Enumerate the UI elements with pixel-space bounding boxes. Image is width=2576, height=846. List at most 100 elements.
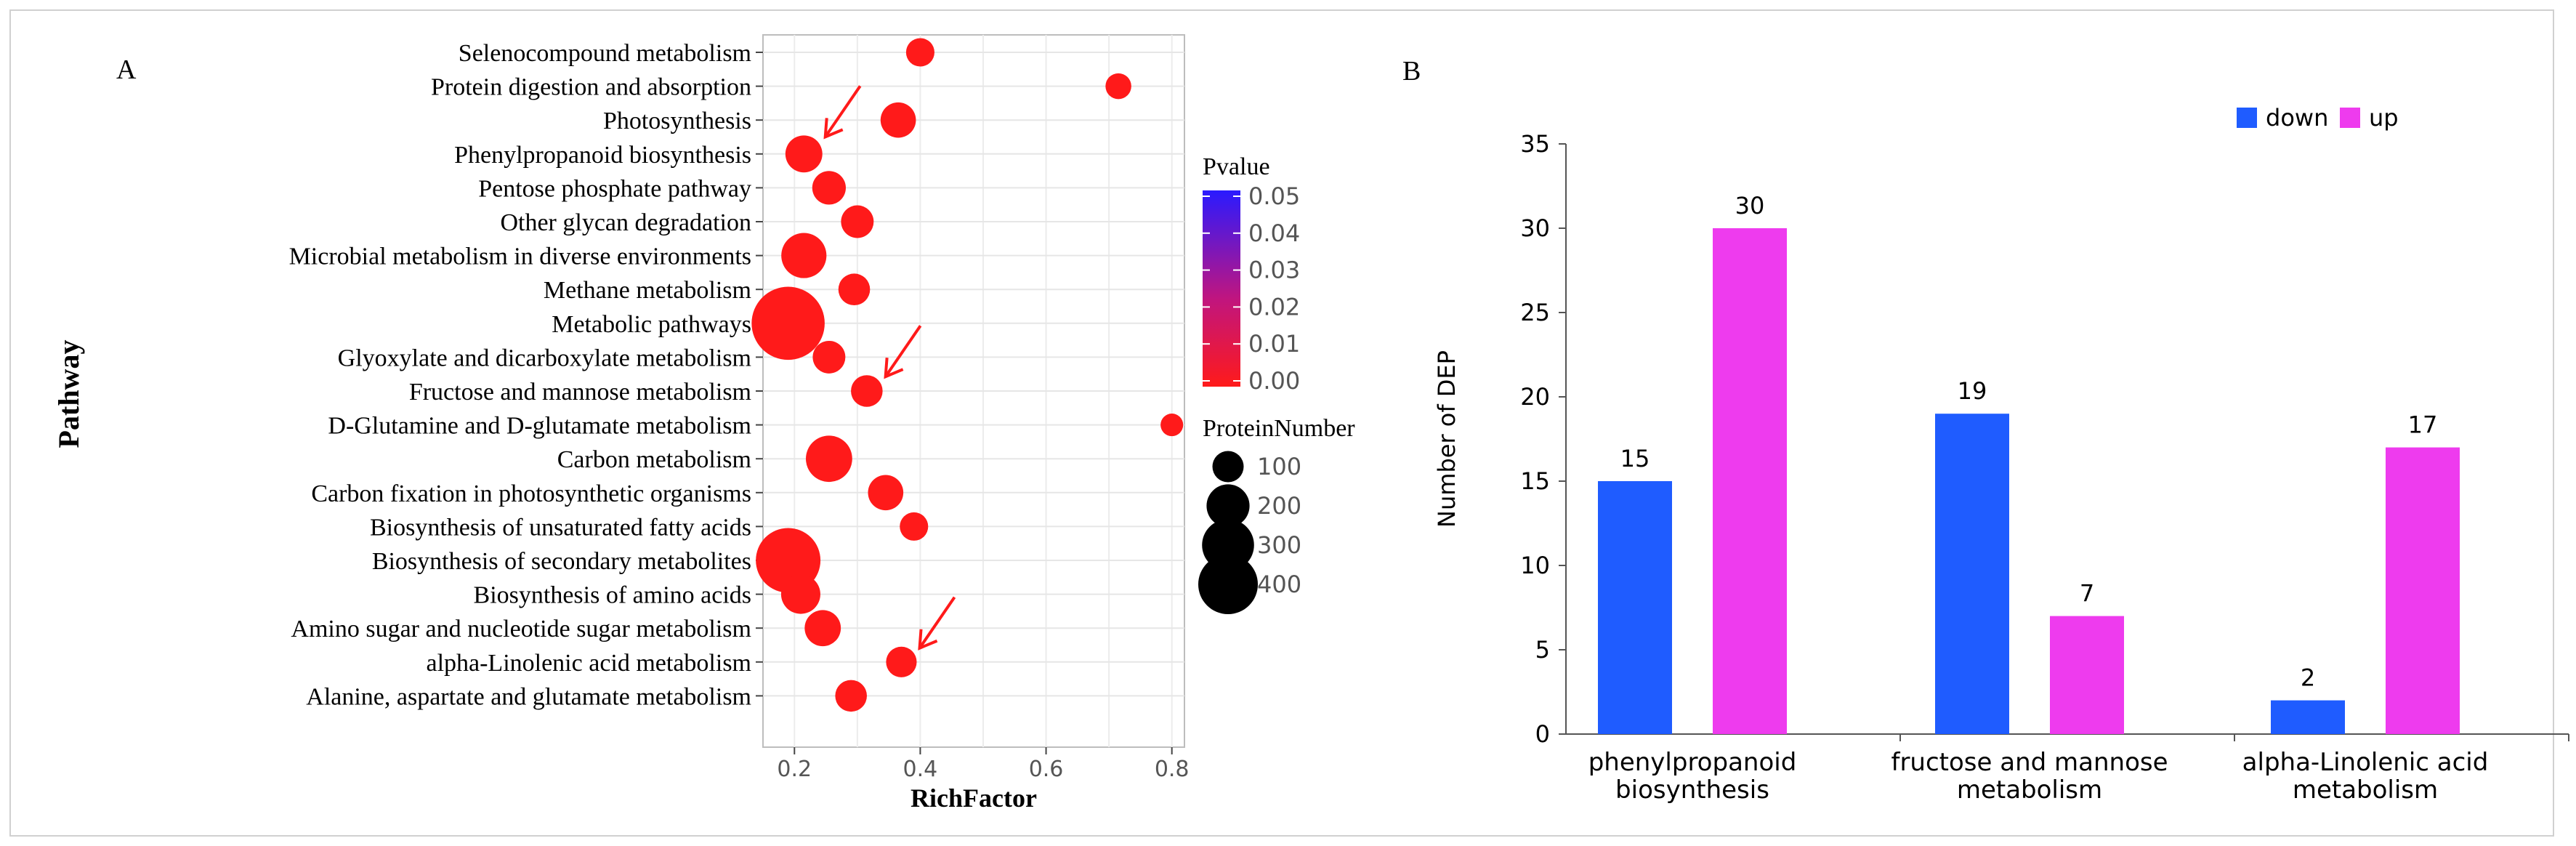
scatter-dot — [806, 435, 852, 483]
highlight-arrows — [823, 85, 956, 650]
pathway-tick-marks — [756, 52, 763, 697]
scatter-dot — [780, 574, 820, 614]
protein-number-legend-dot — [1206, 484, 1250, 528]
scatter-dot — [851, 375, 883, 407]
scatter-dot — [751, 286, 825, 360]
highlight-arrow-head — [884, 358, 904, 379]
scatter-dot — [838, 273, 871, 305]
category-label-line: biosynthesis — [1615, 776, 1769, 805]
dep-bar-value-label: 2 — [2301, 664, 2315, 692]
protein-number-legend-label: 100 — [1257, 453, 1301, 480]
dep-bar-labels: 15 30 19 7 2 17 — [1620, 192, 2438, 692]
scatter-dot — [785, 135, 823, 173]
panel-b: B 0 5 10 15 20 25 30 35 15 30 19 7 2 17 phenylpropan… — [1402, 56, 2569, 805]
richfactor-axis-label: RichFactor — [911, 783, 1037, 813]
category-label-line: phenylpropanoid — [1588, 748, 1797, 777]
scatter-dot — [841, 205, 874, 238]
bar-legend-label-up: up — [2369, 104, 2399, 132]
dep-y-ticks: 0 5 10 15 20 25 30 35 — [1520, 130, 1566, 748]
dep-bar-value-label: 17 — [2408, 411, 2438, 439]
category-label-line: metabolism — [2293, 776, 2438, 805]
dep-y-tick-label: 10 — [1520, 552, 1550, 579]
protein-number-legend-label: 200 — [1257, 492, 1301, 520]
dep-y-tick-label: 25 — [1520, 299, 1550, 326]
dep-y-tick-label: 15 — [1520, 467, 1550, 495]
category-label-line: alpha-Linolenic acid — [2242, 748, 2489, 777]
scatter-dot — [905, 38, 934, 67]
pathway-label: Biosynthesis of amino acids — [474, 582, 751, 609]
bar-legend: down up — [2237, 104, 2399, 132]
bar-legend-swatch-up — [2340, 108, 2360, 128]
pvalue-legend: Pvalue 0.05 0.04 0.03 0.02 0.01 0.00 — [1203, 153, 1300, 395]
dep-y-tick-label: 35 — [1520, 130, 1550, 158]
pathway-label: Carbon metabolism — [557, 446, 751, 473]
panel-a: A Selenocompound metabolism Protein diges… — [52, 34, 1355, 813]
pathway-label: Alanine, aspartate and glutamate metabol… — [306, 683, 751, 710]
pathway-label: Biosynthesis of secondary metabolites — [372, 548, 751, 575]
dep-bar-value-label: 15 — [1620, 445, 1650, 472]
protein-number-legend: ProteinNumber 100 200 300 400 — [1198, 415, 1355, 614]
bar-legend-label-down: down — [2266, 104, 2328, 132]
richfactor-tick-label: 0.4 — [903, 757, 938, 782]
dep-y-tick-label: 20 — [1520, 383, 1550, 411]
dep-y-tick-label: 30 — [1520, 214, 1550, 242]
pathway-label: Methane metabolism — [544, 277, 751, 304]
pvalue-tick-label: 0.02 — [1248, 293, 1300, 321]
scatter-dot — [835, 680, 867, 712]
highlight-arrow-shaft — [824, 85, 862, 138]
pvalue-tick-label: 0.03 — [1248, 257, 1300, 284]
protein-number-legend-dot — [1198, 555, 1258, 614]
pvalue-tick-label: 0.04 — [1248, 219, 1300, 247]
pvalue-tick-label: 0.01 — [1248, 330, 1300, 358]
pathway-label: Pentose phosphate pathway — [478, 175, 751, 202]
pathway-labels: Selenocompound metabolism Protein digesti… — [289, 40, 751, 710]
pathway-label: Photosynthesis — [603, 108, 751, 134]
pathway-label: Other glycan degradation — [500, 209, 751, 236]
scatter-dot — [804, 610, 841, 647]
pathway-label: Biosynthesis of unsaturated fatty acids — [370, 514, 751, 541]
dep-bar-up — [2386, 447, 2460, 734]
pathway-label: Amino sugar and nucleotide sugar metabol… — [291, 616, 751, 642]
dep-y-tick-label: 5 — [1535, 636, 1550, 664]
pvalue-colorbar — [1203, 190, 1240, 387]
scatter-dot — [1160, 414, 1184, 437]
dep-y-tick-label: 0 — [1535, 720, 1550, 748]
pathway-label: Selenocompound metabolism — [459, 40, 751, 67]
scatter-dot — [812, 340, 846, 374]
protein-number-legend-label: 400 — [1257, 571, 1301, 598]
richfactor-ticks: 0.2 0.4 0.6 0.8 — [777, 747, 1190, 782]
panel-b-label: B — [1402, 56, 1421, 86]
dep-bar-down — [1598, 481, 1672, 734]
pvalue-tick-label: 0.00 — [1248, 367, 1300, 395]
scatter-dot — [886, 646, 917, 677]
dep-bar-value-label: 7 — [2080, 580, 2094, 608]
highlight-arrow-shaft — [884, 325, 922, 378]
protein-number-legend-label: 300 — [1257, 531, 1301, 559]
protein-number-legend-dot — [1212, 451, 1244, 483]
dep-bar-value-label: 30 — [1735, 192, 1765, 219]
dep-axis-label: Number of DEP — [1433, 350, 1461, 528]
scatter-dot — [868, 475, 904, 511]
pathway-label: D-Glutamine and D-glutamate metabolism — [328, 413, 751, 440]
scatter-dot — [812, 171, 847, 205]
pathway-label: Microbial metabolism in diverse environm… — [289, 243, 751, 270]
figure-frame — [9, 9, 2554, 837]
category-label-line: metabolism — [1957, 776, 2102, 805]
scatter-dot — [781, 233, 827, 278]
highlight-arrow-head — [918, 629, 938, 650]
dep-bar-up — [1713, 228, 1787, 734]
category-label-line: fructose and mannose — [1891, 748, 2168, 777]
protein-number-legend-items: 100 200 300 400 — [1198, 451, 1301, 614]
pathway-label: Phenylpropanoid biosynthesis — [454, 142, 751, 169]
pathway-label: Metabolic pathways — [552, 311, 751, 338]
dep-bar-up — [2050, 616, 2124, 734]
pathway-label: alpha-Linolenic acid metabolism — [426, 650, 751, 677]
scatter-dot — [880, 102, 916, 138]
bar-legend-swatch-down — [2237, 108, 2257, 128]
scatter-dot — [900, 512, 929, 541]
protein-number-legend-title: ProteinNumber — [1203, 415, 1355, 442]
category-separators — [1899, 734, 2569, 741]
